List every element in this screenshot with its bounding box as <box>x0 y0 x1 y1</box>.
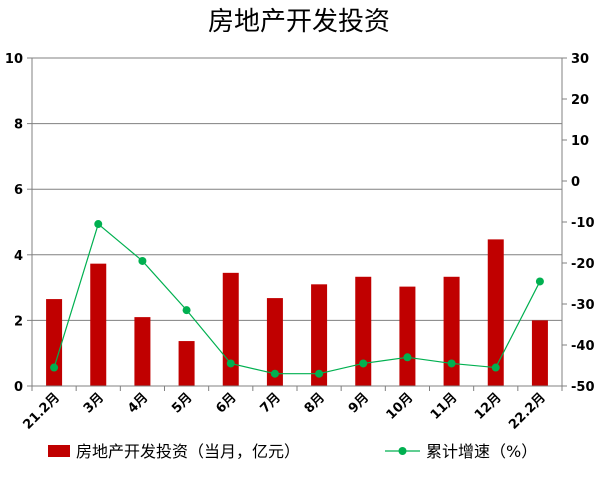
x-tick-label: 7月 <box>258 390 284 416</box>
left-tick-label: 10 <box>5 52 23 67</box>
x-tick-label: 4月 <box>125 390 151 416</box>
legend-bar-label: 房地产开发投资（当月，亿元） <box>76 442 300 461</box>
x-tick-label: 6月 <box>213 390 239 416</box>
line-point <box>359 359 368 368</box>
chart-title: 房地产开发投资 <box>208 7 390 37</box>
left-tick-label: 8 <box>14 118 23 133</box>
line-point <box>270 369 279 378</box>
x-tick-label: 21.2月 <box>20 390 62 432</box>
bar <box>487 239 504 386</box>
x-axis-ticks: 21.2月 3月 4月 5月 6月 7月 8月 9月 10月 11月 12月 22.2月 <box>20 390 548 432</box>
x-tick-label: 12月 <box>472 390 505 423</box>
x-tick-label: 5月 <box>169 390 195 416</box>
line-point <box>403 353 412 362</box>
right-tick-label: -20 <box>571 257 595 272</box>
left-axis-ticks: 0 2 4 6 8 10 <box>5 52 23 395</box>
left-tick-label: 2 <box>14 314 23 329</box>
axes <box>27 57 567 391</box>
x-tick-label: 11月 <box>428 390 461 423</box>
bar <box>46 299 63 386</box>
legend-line-marker <box>398 447 407 455</box>
series-line <box>53 223 541 375</box>
x-tick-label: 8月 <box>302 390 328 416</box>
left-tick-label: 0 <box>14 380 23 395</box>
bar <box>399 286 416 386</box>
x-tick-label: 3月 <box>81 390 107 416</box>
line-series <box>50 220 544 378</box>
line-point <box>138 256 147 265</box>
x-tick-label: 10月 <box>384 390 417 423</box>
right-tick-label: 10 <box>571 134 589 149</box>
legend-line-label: 累计增速（%） <box>426 442 537 461</box>
legend-bar-swatch <box>48 445 70 457</box>
legend: 房地产开发投资（当月，亿元） 累计增速（%） <box>48 442 537 461</box>
line-point <box>94 220 103 229</box>
line-point <box>535 277 544 286</box>
x-tick-label: 22.2月 <box>506 390 548 432</box>
x-tick-label: 9月 <box>346 390 372 416</box>
left-tick-label: 4 <box>14 249 23 264</box>
bar <box>355 276 372 386</box>
right-tick-label: 0 <box>571 175 580 190</box>
bar <box>531 320 548 386</box>
left-tick-label: 6 <box>14 183 23 198</box>
right-tick-label: -30 <box>571 298 595 313</box>
bar <box>443 276 460 386</box>
bar <box>311 284 328 386</box>
right-tick-label: 30 <box>571 52 589 67</box>
line-point <box>491 363 500 372</box>
right-tick-label: 20 <box>571 93 589 108</box>
gridlines <box>32 57 562 387</box>
bar <box>222 272 239 386</box>
bar <box>266 298 283 386</box>
line-point <box>447 359 456 368</box>
right-axis-ticks: -50 -40 -30 -20 -10 0 10 20 30 <box>571 52 595 395</box>
right-tick-label: -10 <box>571 216 595 231</box>
bar <box>90 263 107 386</box>
line-point <box>226 359 235 368</box>
bar-series <box>46 239 548 386</box>
line-point <box>182 306 191 315</box>
line-point <box>315 369 324 378</box>
line-point <box>50 363 59 372</box>
right-tick-label: -40 <box>571 339 595 354</box>
right-tick-label: -50 <box>571 380 595 395</box>
bar <box>178 341 195 386</box>
bar <box>134 317 151 386</box>
